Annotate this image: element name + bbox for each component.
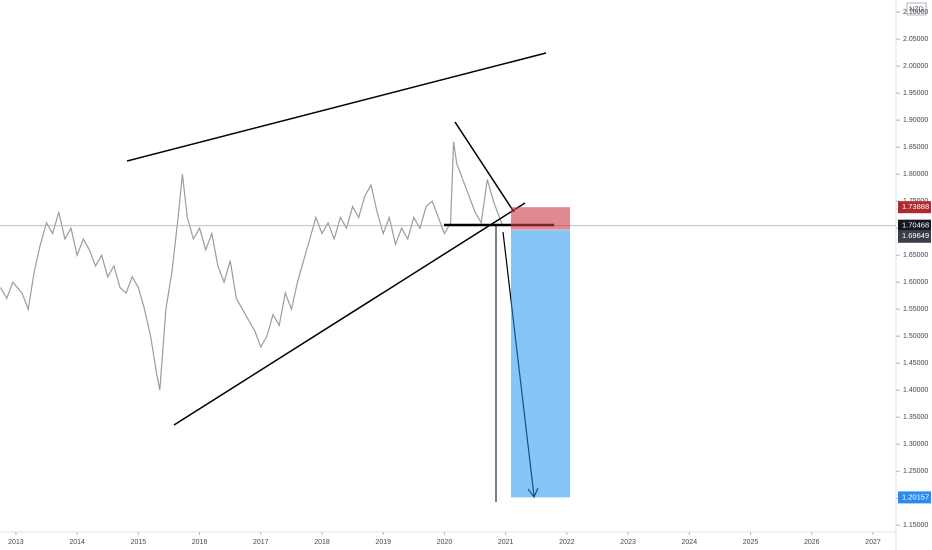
x-tick-label: 2026 [804, 539, 820, 546]
y-tick-label: 1.50000 [903, 333, 928, 340]
y-tick-label: 1.90000 [903, 117, 928, 124]
target-zone [511, 230, 570, 498]
price-tag-label: 1.20157 [902, 492, 929, 501]
price-tag-label: 1.73888 [902, 202, 929, 211]
x-tick-label: 2025 [743, 539, 759, 546]
y-tick-label: 1.85000 [903, 144, 928, 151]
x-tick-label: 2023 [620, 539, 636, 546]
trend-line [454, 121, 515, 213]
y-tick-label: 2.05000 [903, 36, 928, 43]
y-tick-label: 1.65000 [903, 252, 928, 259]
x-tick-label: 2019 [375, 539, 391, 546]
x-tick-label: 2022 [559, 539, 575, 546]
price-tag [898, 491, 931, 504]
x-tick-label: 2017 [253, 539, 269, 546]
x-tick-label: 2018 [314, 539, 330, 546]
currency: NZD [909, 6, 923, 13]
x-tick-label: 2027 [865, 539, 881, 546]
y-tick-label: 1.35000 [903, 414, 928, 421]
price-tag [898, 201, 931, 214]
y-tick-label: 1.95000 [903, 90, 928, 97]
y-tick-label: 1.80000 [903, 171, 928, 178]
price-tag [898, 230, 931, 243]
price-line [0, 141, 504, 391]
y-tick-label: 1.15000 [903, 522, 928, 529]
trend-line [126, 52, 547, 162]
y-tick-label: 1.25000 [903, 468, 928, 475]
drawings [126, 52, 570, 502]
price-tag [898, 219, 931, 232]
currency-box [906, 2, 927, 16]
y-tick-label: 2.10000 [903, 9, 928, 16]
x-tick-label: 2024 [682, 539, 698, 546]
y-tick-label: 1.30000 [903, 441, 928, 448]
y-tick-label: 2.00000 [903, 63, 928, 70]
axis: NZD 2.10000 2.05000 2.00000 1.95000 1.90000 1… [8, 2, 931, 546]
x-tick-label: 2016 [192, 539, 208, 546]
x-tick-label: 2014 [69, 539, 85, 546]
y-tick-label: 1.40000 [903, 387, 928, 394]
y-tick-label: 1.45000 [903, 360, 928, 367]
price-tag-label: 1.70468 [902, 221, 929, 230]
y-tick-label: 1.55000 [903, 306, 928, 313]
x-tick-label: 2021 [498, 539, 514, 546]
x-tick-label: 2020 [437, 539, 453, 546]
trend-line [173, 202, 526, 426]
x-tick-label: 2015 [131, 539, 147, 546]
price-tag-label: 1.69649 [902, 231, 929, 240]
x-tick-label: 2013 [8, 539, 24, 546]
y-tick-label: 1.60000 [903, 279, 928, 286]
stop-zone [511, 207, 570, 230]
